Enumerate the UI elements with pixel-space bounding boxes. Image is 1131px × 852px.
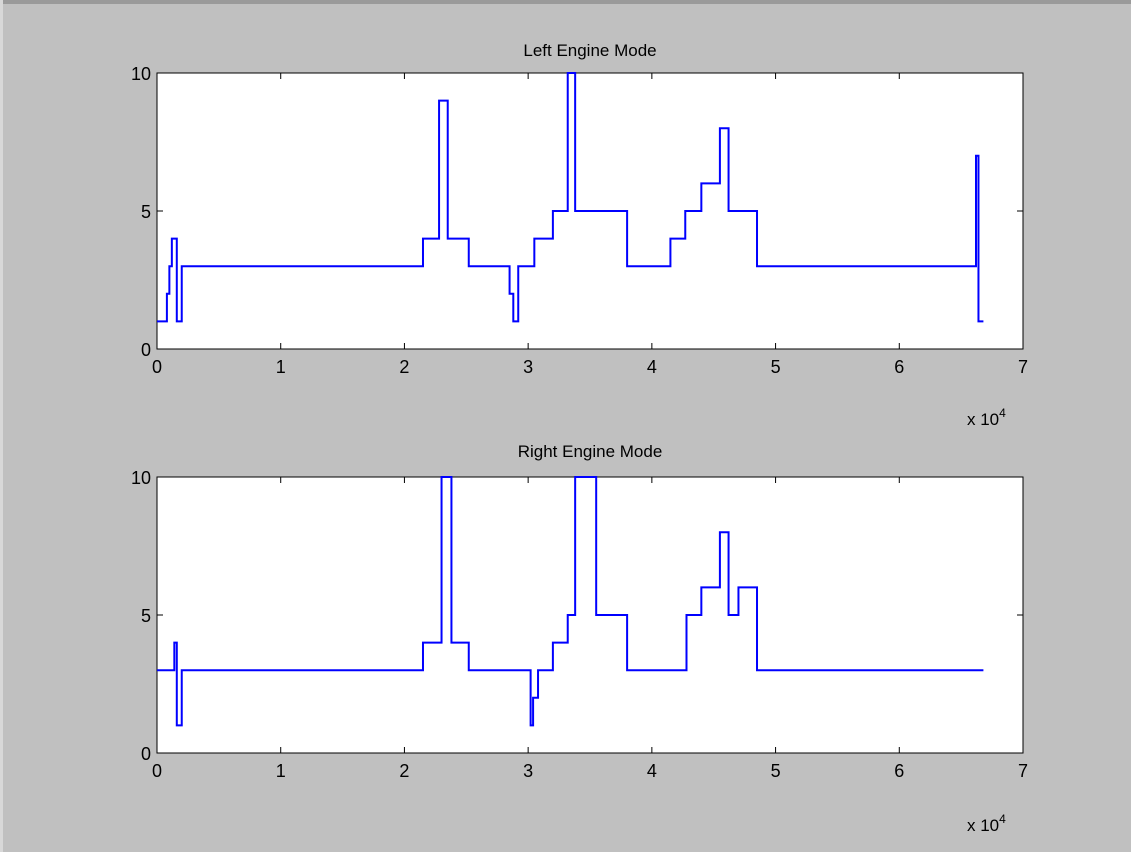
- series-line: [157, 476, 984, 727]
- x-tick-label: 0: [152, 357, 162, 377]
- x-tick-label: 4: [647, 357, 657, 377]
- x-tick-label: 2: [399, 357, 409, 377]
- x-tick-label: 3: [523, 761, 533, 781]
- left-engine-title: Left Engine Mode: [523, 41, 656, 60]
- right-engine-title: Right Engine Mode: [518, 442, 663, 461]
- window-frame-top: [0, 0, 1131, 4]
- x-tick-label: 7: [1018, 761, 1028, 781]
- x-tick-label: 3: [523, 357, 533, 377]
- x-tick-label: 2: [399, 761, 409, 781]
- x-tick-label: 1: [276, 761, 286, 781]
- y-tick-label: 10: [131, 64, 151, 84]
- left-engine-x-multiplier: x 104: [967, 406, 1006, 429]
- x-tick-label: 1: [276, 357, 286, 377]
- x-tick-label: 7: [1018, 357, 1028, 377]
- x-tick-label: 6: [894, 357, 904, 377]
- y-tick-label: 5: [141, 202, 151, 222]
- x-tick-label: 5: [771, 357, 781, 377]
- right-engine-x-multiplier-base: x 10: [967, 816, 999, 835]
- right-engine-x-multiplier-exp: 4: [999, 812, 1006, 826]
- series-line: [157, 72, 984, 323]
- x-tick-label: 6: [894, 761, 904, 781]
- right-engine-x-multiplier: x 104: [967, 812, 1006, 835]
- right-engine-ticks: 0 1 2 3 4 5 6 7 0 5 10: [131, 468, 1028, 781]
- y-tick-label: 5: [141, 606, 151, 626]
- right-engine-series: [157, 476, 984, 727]
- left-engine-ticks: 0 1 2 3 4 5 6 7 0 5 10: [131, 64, 1028, 377]
- x-tick-label: 0: [152, 761, 162, 781]
- left-engine-x-multiplier-exp: 4: [999, 406, 1006, 420]
- y-tick-label: 10: [131, 468, 151, 488]
- x-tick-label: 4: [647, 761, 657, 781]
- right-engine-plot-area: [156, 476, 1024, 754]
- y-tick-label: 0: [141, 340, 151, 360]
- left-engine-series: [157, 72, 984, 323]
- window-frame-left: [0, 0, 3, 852]
- left-engine-x-multiplier-base: x 10: [967, 410, 999, 429]
- x-tick-label: 5: [771, 761, 781, 781]
- y-tick-label: 0: [141, 744, 151, 764]
